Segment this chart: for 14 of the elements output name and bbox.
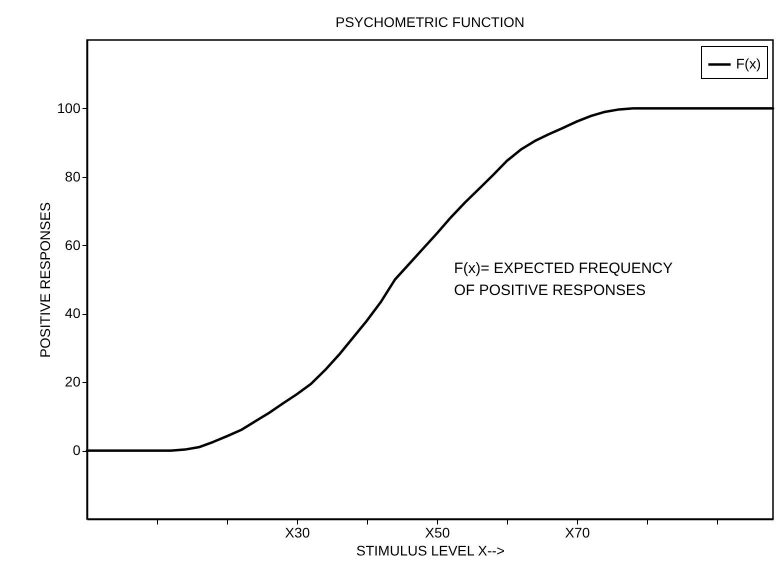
y-tick-label: 100 [57,100,81,116]
annotation: F(x)= EXPECTED FREQUENCY OF POSITIVE RESPONSES [454,260,673,299]
y-tick-label: 20 [64,374,81,390]
y-tick-label: 60 [64,236,81,253]
y-tick-label: 80 [64,168,81,184]
x-axis-title: STIMULUS LEVEL X--> [356,542,505,558]
legend-label: F(x) [736,56,761,72]
x-tick-label: X30 [285,524,310,540]
chart-title: PSYCHOMETRIC FUNCTION [336,14,524,30]
y-tick-label: 0 [72,442,81,458]
y-tick-label: 40 [64,305,81,322]
y-axis-title: POSITIVE RESPONSES [37,202,54,358]
x-tick-label: X70 [565,524,590,540]
x-tick-label: X50 [425,524,450,540]
